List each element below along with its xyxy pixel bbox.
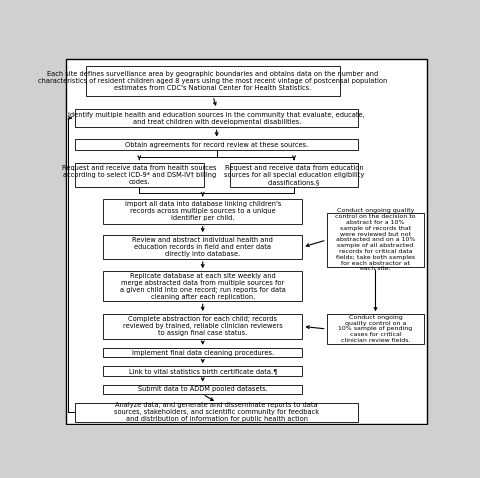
- Text: Complete abstraction for each child; records
reviewed by trained, reliable clini: Complete abstraction for each child; rec…: [122, 316, 282, 337]
- Text: Analyze data, and generate and disseminate reports to data
sources, stakeholders: Analyze data, and generate and dissemina…: [114, 402, 319, 422]
- FancyBboxPatch shape: [103, 385, 302, 394]
- Text: Replicate database at each site weekly and
merge abstracted data from multiple s: Replicate database at each site weekly a…: [120, 273, 285, 300]
- Text: Each site defines surveillance area by geographic boundaries and obtains data on: Each site defines surveillance area by g…: [38, 71, 387, 91]
- Text: Conduct ongoing
quality control on a
10% sample of pending
cases for critical
cl: Conduct ongoing quality control on a 10%…: [337, 315, 412, 343]
- FancyBboxPatch shape: [75, 402, 358, 422]
- FancyBboxPatch shape: [103, 271, 302, 302]
- FancyBboxPatch shape: [103, 366, 302, 376]
- Text: Request and receive data from education
sources for all special education eligib: Request and receive data from education …: [224, 165, 363, 185]
- FancyBboxPatch shape: [326, 213, 423, 267]
- FancyBboxPatch shape: [103, 199, 302, 224]
- Text: Request and receive data from health sources
according to select ICD-9* and DSM-: Request and receive data from health sou…: [62, 165, 216, 185]
- Text: Import all data into database linking children's
records across multiple sources: Import all data into database linking ch…: [124, 201, 280, 221]
- FancyBboxPatch shape: [75, 109, 358, 127]
- FancyBboxPatch shape: [75, 163, 203, 187]
- FancyBboxPatch shape: [66, 59, 426, 424]
- Text: Submit data to ADDM pooled datasets.: Submit data to ADDM pooled datasets.: [137, 386, 267, 392]
- FancyBboxPatch shape: [326, 314, 423, 344]
- FancyBboxPatch shape: [103, 314, 302, 339]
- FancyBboxPatch shape: [103, 235, 302, 259]
- Text: Conduct ongoing quality
control on the decision to
abstract for a 10%
sample of : Conduct ongoing quality control on the d…: [335, 208, 415, 272]
- Text: Obtain agreements for record review at these sources.: Obtain agreements for record review at t…: [125, 142, 308, 148]
- Text: Implement final data cleaning procedures.: Implement final data cleaning procedures…: [132, 349, 273, 356]
- Text: Identify multiple health and education sources in the community that evaluate, e: Identify multiple health and education s…: [68, 111, 364, 125]
- Text: Review and abstract individual health and
education records in field and enter d: Review and abstract individual health an…: [132, 237, 273, 257]
- FancyBboxPatch shape: [75, 140, 358, 151]
- FancyBboxPatch shape: [229, 163, 358, 187]
- FancyBboxPatch shape: [103, 348, 302, 358]
- Text: Link to vital statistics birth certificate data.¶: Link to vital statistics birth certifica…: [128, 368, 276, 374]
- FancyBboxPatch shape: [86, 66, 339, 96]
